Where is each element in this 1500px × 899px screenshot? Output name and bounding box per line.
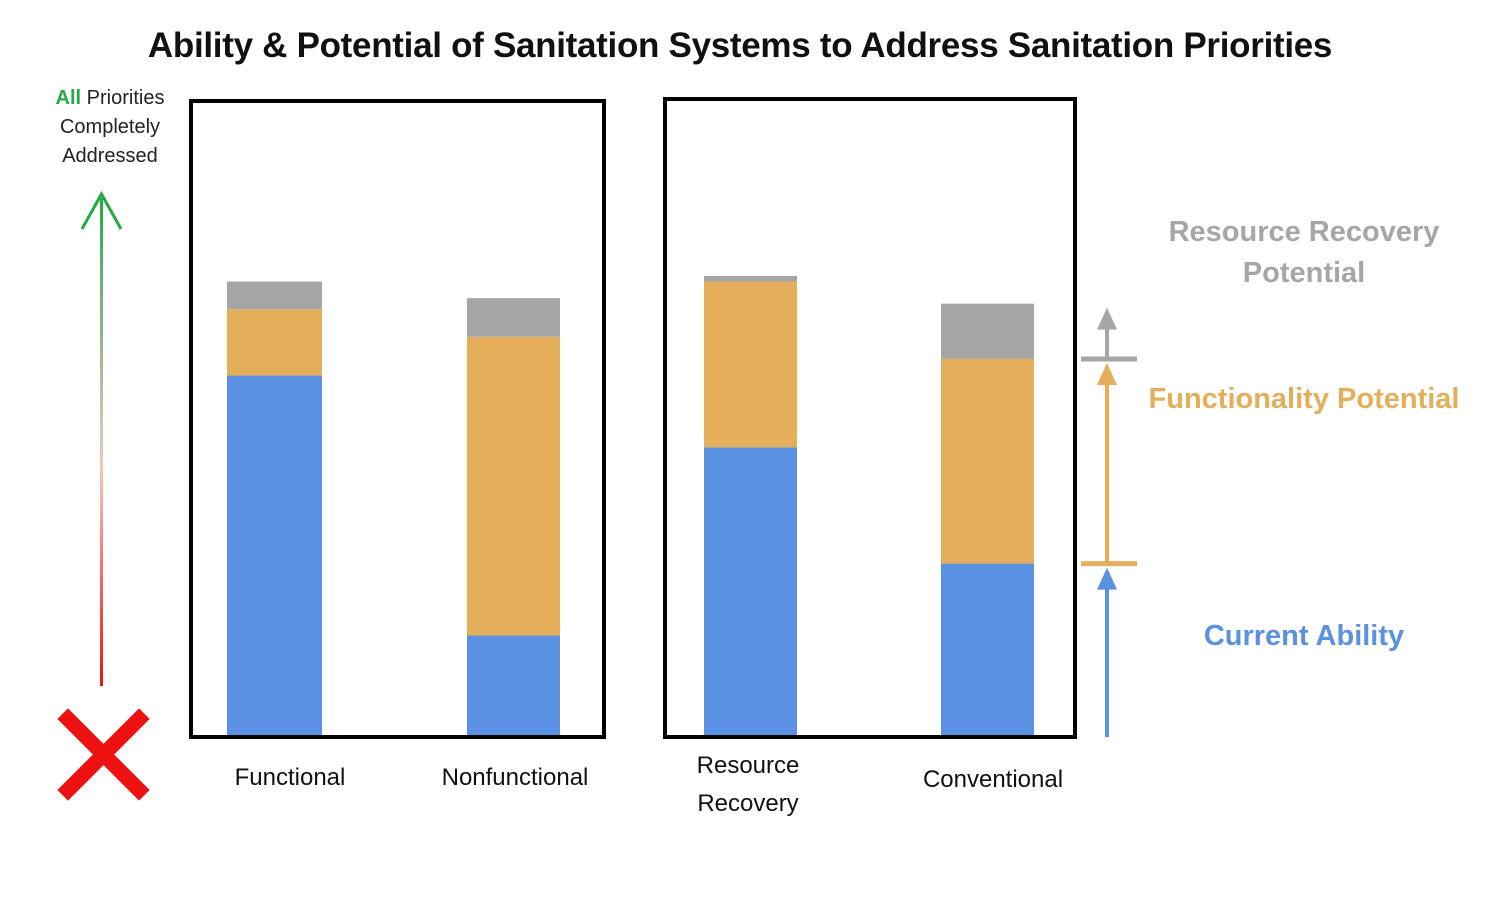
legend-resource-recovery-label: Resource Recovery Potential — [1168, 216, 1440, 289]
bar-resource-recovery-potential-functional — [227, 281, 322, 310]
bar-current-ability-functional — [227, 375, 322, 735]
legend-current-arrow-head-icon — [1097, 567, 1117, 590]
legend-functionality-label: Functionality Potential — [1148, 383, 1460, 415]
bar-functionality-potential-conventional — [941, 358, 1034, 564]
bar-functionality-potential-functional — [227, 309, 322, 376]
legend-resource-arrow-head-icon — [1097, 307, 1117, 330]
group-frame-1 — [189, 99, 606, 739]
y-axis-top-label-rest: Priorities Completely Addressed — [59, 87, 165, 167]
x-mark-icon-stroke-2 — [57, 708, 150, 801]
chart-title: Ability & Potential of Sanitation System… — [147, 26, 1333, 65]
y-axis-arrow-shaft — [100, 198, 103, 686]
group-frame-2 — [663, 97, 1077, 739]
bar-resource-recovery-potential-conventional — [941, 303, 1034, 359]
legend-functionality-arrow-head-icon — [1097, 362, 1117, 385]
category-label-functional: Functional — [234, 764, 346, 791]
y-axis-top-label-highlight: All — [55, 87, 82, 109]
category-label-nonfunctional: Nonfunctional — [441, 764, 589, 791]
bar-resource-recovery-potential-nonfunctional — [467, 298, 560, 337]
category-label-resource-recovery: Resource Recovery — [696, 752, 800, 817]
bar-current-ability-resource-recovery — [704, 447, 797, 735]
legend-current-ability-label: Current Ability — [1203, 620, 1405, 652]
y-axis-top-label: All Priorities Completely Addressed — [20, 84, 200, 171]
bar-functionality-potential-resource-recovery — [704, 281, 797, 448]
bar-current-ability-nonfunctional — [467, 635, 560, 735]
category-label-conventional: Conventional — [922, 766, 1064, 793]
bar-resource-recovery-potential-resource-recovery — [704, 276, 797, 282]
bar-current-ability-conventional — [941, 563, 1034, 735]
y-axis-arrow-head-icon — [80, 190, 123, 230]
bar-functionality-potential-nonfunctional — [467, 336, 560, 636]
